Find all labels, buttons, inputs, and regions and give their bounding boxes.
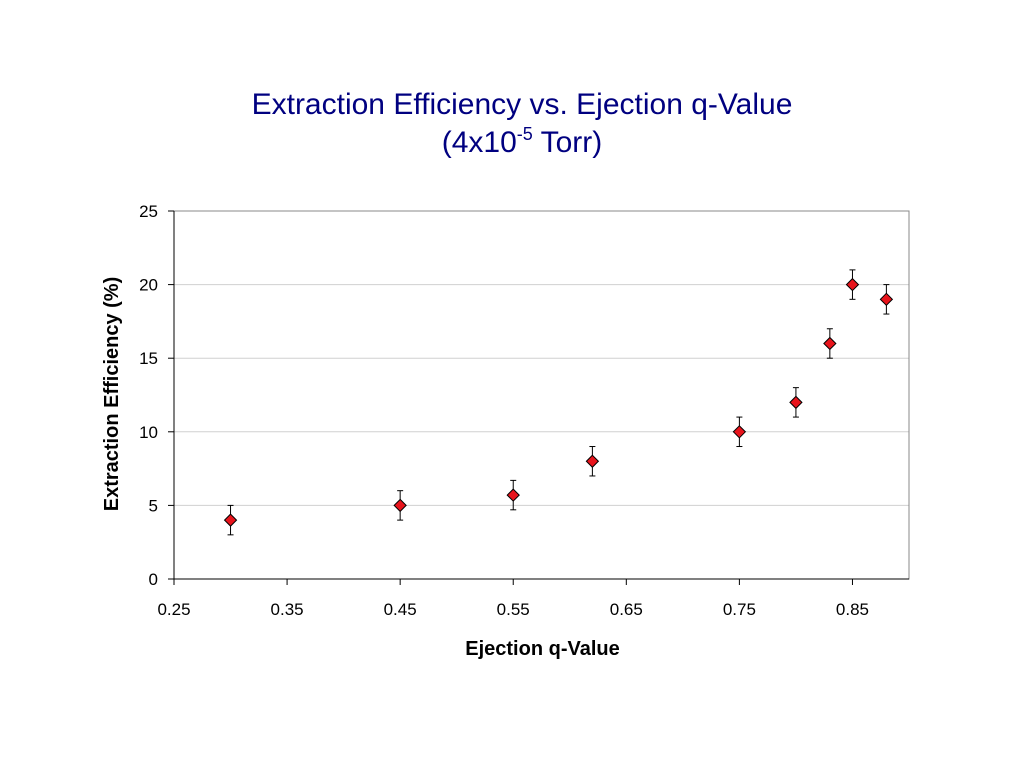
tick-labels: 0 5 10 15 20 25 0.25 0.35 0.45 0.55 0.65 0.75 0.85 [139, 202, 869, 619]
x-tick-label: 0.35 [271, 600, 304, 619]
data-points [223, 269, 894, 536]
x-tick-label: 0.25 [157, 600, 190, 619]
data-point [845, 269, 860, 300]
y-axis-label: Extraction Efficiency (%) [101, 277, 123, 512]
diamond-marker [585, 454, 600, 468]
data-point [789, 387, 803, 418]
x-tick-label: 0.45 [384, 600, 417, 619]
diamond-marker [789, 395, 803, 410]
data-point [585, 446, 600, 477]
y-tick-label: 20 [139, 276, 158, 295]
data-point [879, 284, 894, 315]
y-tick-label: 15 [139, 349, 158, 368]
x-tick-label: 0.65 [610, 600, 643, 619]
gridlines [174, 284, 909, 506]
axes [168, 210, 909, 585]
diamond-marker [223, 513, 238, 527]
data-point [393, 490, 407, 521]
x-tick-label: 0.55 [497, 600, 530, 619]
chart-title-line2: (4x10-5 Torr) [0, 124, 1024, 162]
y-tick-label: 10 [139, 423, 158, 442]
diamond-marker [823, 336, 837, 351]
chart-title: Extraction Efficiency vs. Ejection q-Val… [0, 86, 1024, 162]
data-point [732, 416, 747, 448]
x-tick-label: 0.85 [836, 600, 869, 619]
plot-area [173, 210, 910, 580]
data-point [823, 328, 837, 359]
diamond-marker [879, 292, 894, 307]
y-tick-label: 25 [139, 202, 158, 221]
diamond-marker [732, 425, 747, 439]
title-pressure-exponent: -5 [516, 124, 533, 144]
title-pressure-suffix: Torr) [532, 126, 603, 159]
data-point [506, 479, 520, 511]
y-tick-label: 0 [149, 570, 158, 589]
chart-title-line1: Extraction Efficiency vs. Ejection q-Val… [251, 88, 793, 121]
x-axis-label: Ejection q-Value [465, 638, 619, 660]
y-tick-label: 5 [149, 496, 158, 515]
diamond-marker [393, 498, 407, 513]
title-pressure-prefix: (4x10 [441, 126, 517, 159]
data-point [223, 504, 238, 536]
x-tick-label: 0.75 [723, 600, 756, 619]
diamond-marker [506, 488, 520, 502]
diamond-marker [845, 277, 860, 292]
